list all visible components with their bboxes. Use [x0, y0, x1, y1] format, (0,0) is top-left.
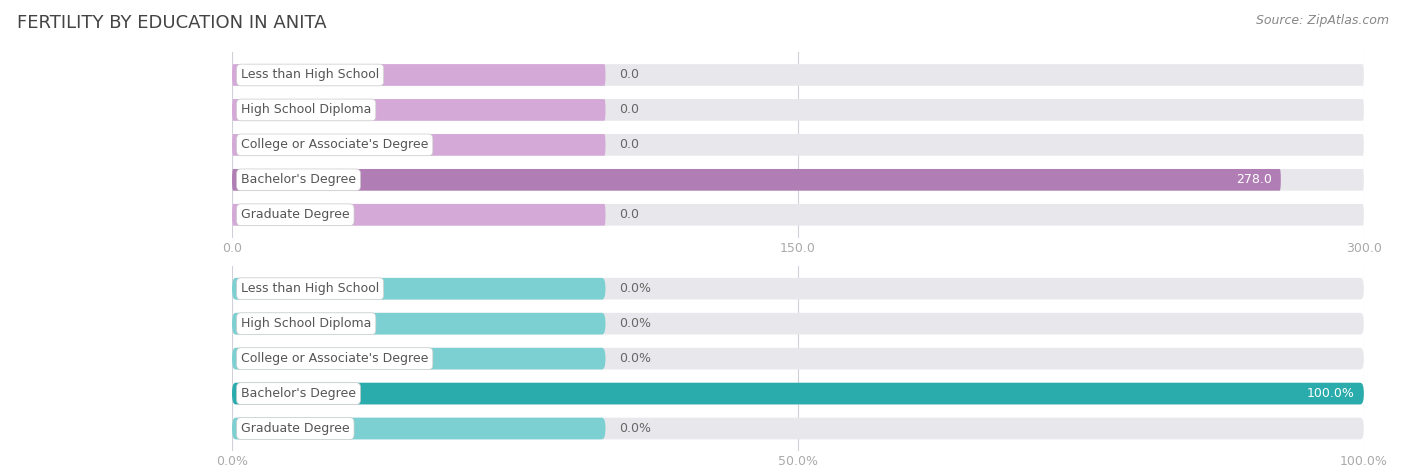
Text: 0.0: 0.0	[619, 208, 640, 221]
Text: Less than High School: Less than High School	[240, 282, 380, 295]
FancyBboxPatch shape	[232, 134, 606, 156]
Text: High School Diploma: High School Diploma	[240, 104, 371, 116]
FancyBboxPatch shape	[232, 64, 606, 86]
Text: College or Associate's Degree: College or Associate's Degree	[240, 352, 429, 365]
FancyBboxPatch shape	[232, 383, 1364, 404]
Text: Less than High School: Less than High School	[240, 68, 380, 82]
Text: High School Diploma: High School Diploma	[240, 317, 371, 330]
FancyBboxPatch shape	[232, 99, 1364, 121]
Text: 278.0: 278.0	[1236, 173, 1272, 186]
Text: 0.0%: 0.0%	[619, 422, 651, 435]
FancyBboxPatch shape	[232, 278, 606, 300]
FancyBboxPatch shape	[232, 418, 1364, 439]
FancyBboxPatch shape	[232, 99, 606, 121]
Text: 0.0%: 0.0%	[619, 282, 651, 295]
Text: Source: ZipAtlas.com: Source: ZipAtlas.com	[1256, 14, 1389, 27]
Text: 0.0: 0.0	[619, 104, 640, 116]
FancyBboxPatch shape	[232, 134, 1364, 156]
Text: 0.0%: 0.0%	[619, 317, 651, 330]
Text: Bachelor's Degree: Bachelor's Degree	[240, 173, 356, 186]
FancyBboxPatch shape	[232, 383, 1364, 404]
Text: FERTILITY BY EDUCATION IN ANITA: FERTILITY BY EDUCATION IN ANITA	[17, 14, 326, 32]
FancyBboxPatch shape	[232, 204, 1364, 226]
Text: 0.0%: 0.0%	[619, 352, 651, 365]
Text: Bachelor's Degree: Bachelor's Degree	[240, 387, 356, 400]
Text: College or Associate's Degree: College or Associate's Degree	[240, 138, 429, 152]
FancyBboxPatch shape	[232, 418, 606, 439]
FancyBboxPatch shape	[232, 278, 1364, 300]
FancyBboxPatch shape	[232, 313, 606, 334]
Text: Graduate Degree: Graduate Degree	[240, 422, 350, 435]
FancyBboxPatch shape	[232, 204, 606, 226]
FancyBboxPatch shape	[232, 169, 1364, 190]
FancyBboxPatch shape	[232, 348, 606, 370]
Text: 100.0%: 100.0%	[1308, 387, 1355, 400]
FancyBboxPatch shape	[232, 313, 1364, 334]
Text: Graduate Degree: Graduate Degree	[240, 208, 350, 221]
Text: 0.0: 0.0	[619, 68, 640, 82]
FancyBboxPatch shape	[232, 169, 1281, 190]
FancyBboxPatch shape	[232, 348, 1364, 370]
Text: 0.0: 0.0	[619, 138, 640, 152]
FancyBboxPatch shape	[232, 64, 1364, 86]
